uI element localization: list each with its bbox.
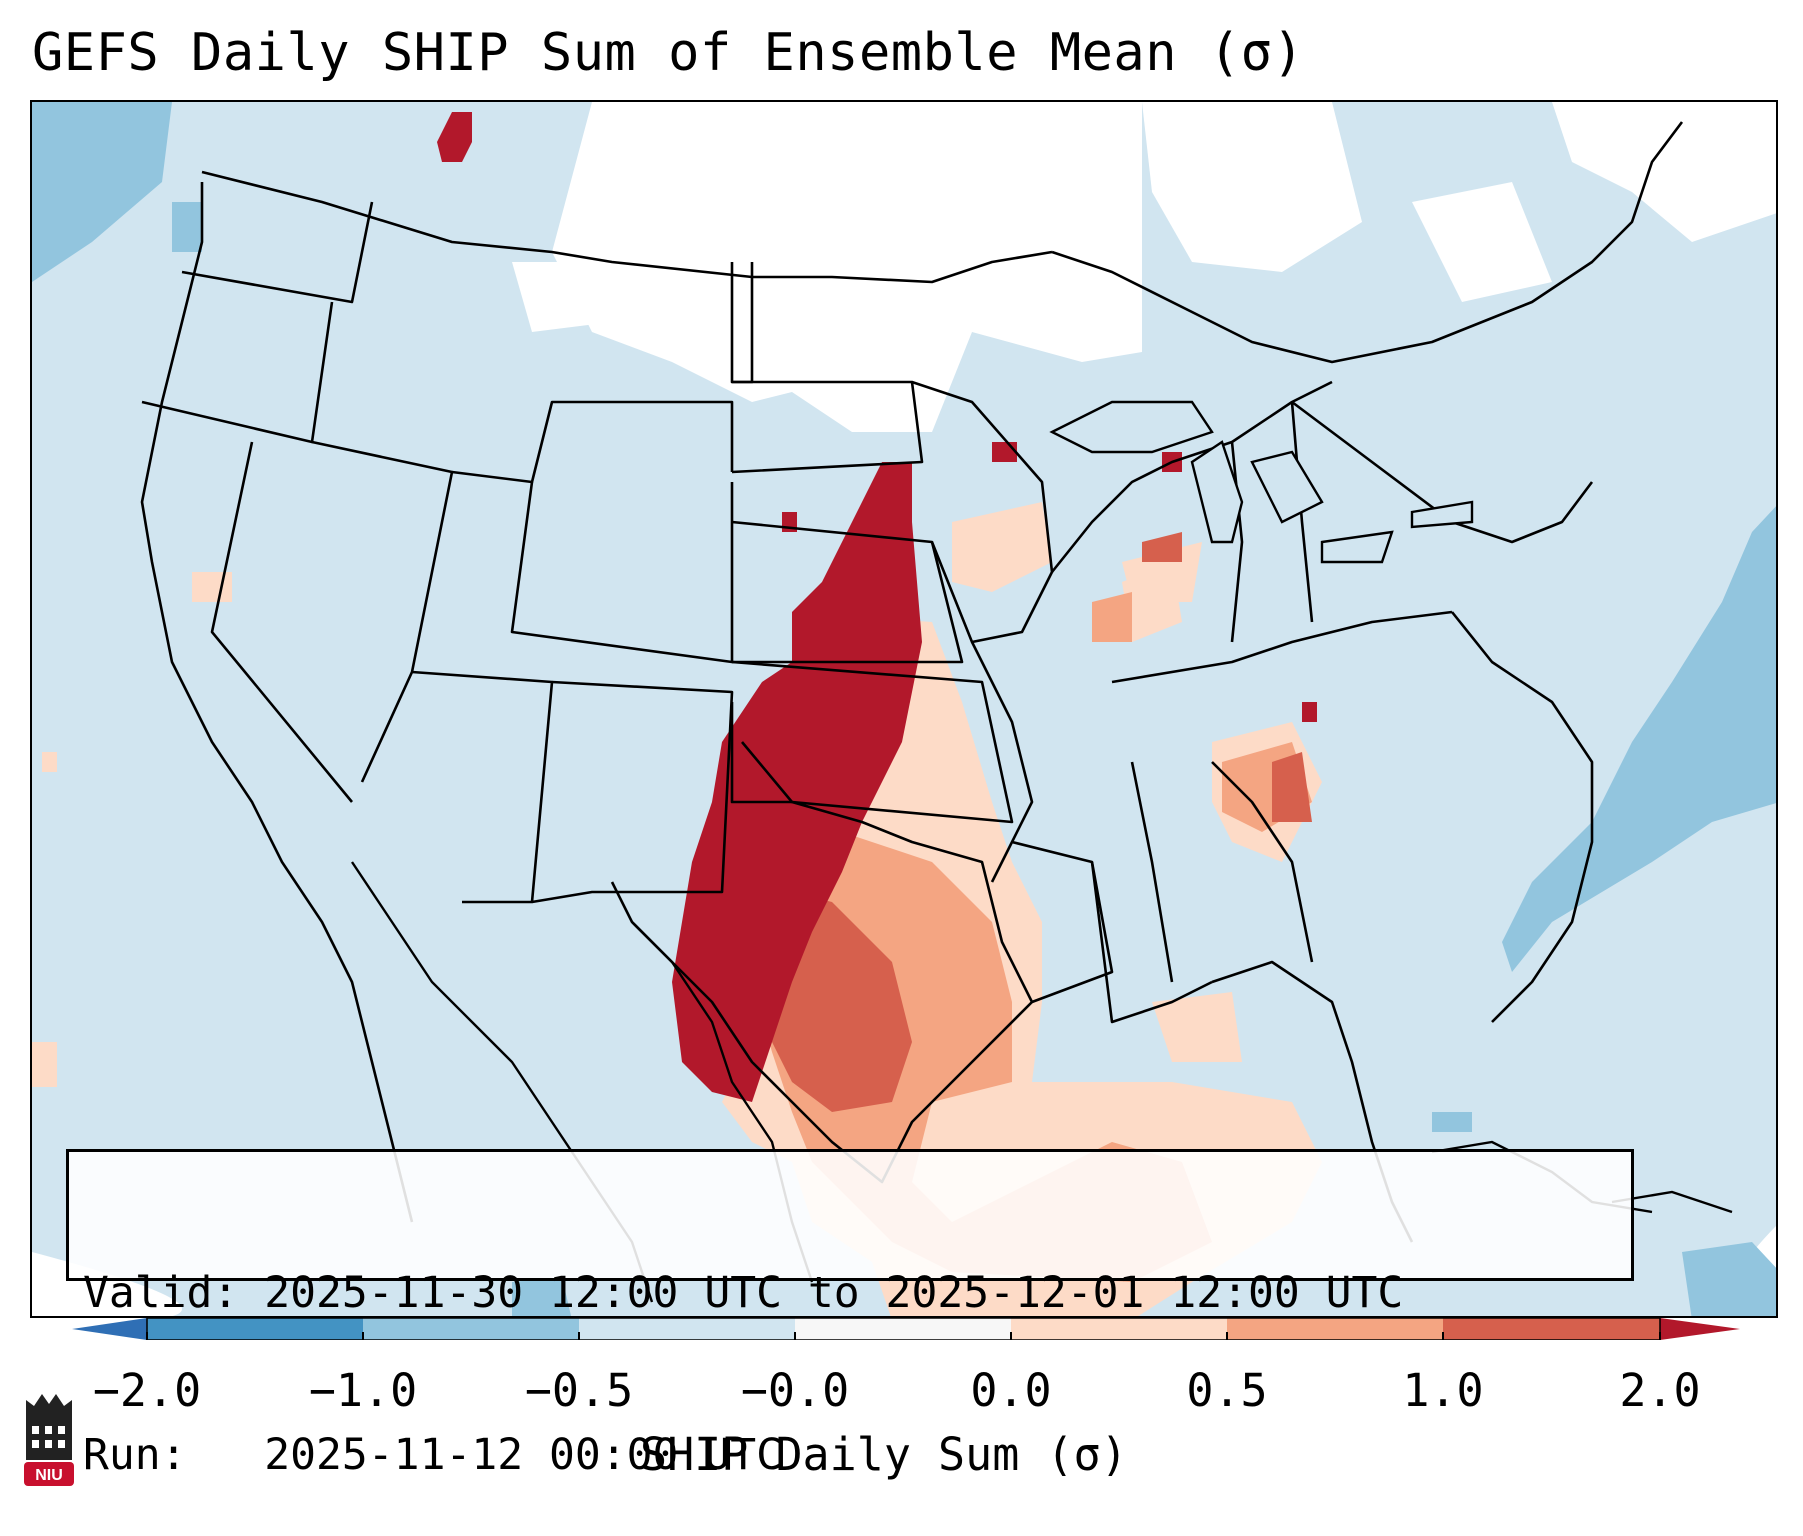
colorbar-tick-label: −1.0 — [308, 1364, 418, 1417]
nm-border — [531, 680, 734, 904]
colorbar-tick-label: −2.0 — [92, 1364, 202, 1417]
lake-erie — [1320, 530, 1394, 564]
ar-la-border — [1011, 840, 1114, 1004]
co-border — [510, 481, 734, 664]
map-panel — [30, 100, 1778, 1318]
great-lakes — [1049, 400, 1474, 564]
map-title: GEFS Daily SHIP Sum of Ensemble Mean (σ) — [32, 23, 1305, 83]
al-ga-border — [1211, 761, 1314, 963]
tx-border — [610, 702, 1034, 1184]
colorbar-tick-label: −0.5 — [524, 1364, 634, 1417]
colorbar-tick-label: −0.0 — [740, 1364, 850, 1417]
sd-border — [731, 380, 924, 474]
run-label: Run: — [83, 1430, 187, 1480]
il-in-border — [1230, 441, 1244, 643]
ms-border — [1090, 861, 1213, 1024]
valid-value: 2025-11-30 12:00 UTC to 2025-12-01 12:00… — [264, 1268, 1404, 1318]
colorbar-segment-2 — [363, 1318, 579, 1340]
canada-border-east — [1051, 121, 1684, 364]
wa-border — [181, 201, 374, 304]
colorbar-title: SHIP Daily Sum (σ) — [640, 1428, 1128, 1481]
colorbar-segment-3 — [579, 1318, 795, 1340]
in-oh-border — [1290, 401, 1314, 623]
ok-border — [731, 660, 1014, 824]
colorbar-tick-label: 0.0 — [970, 1364, 1052, 1417]
ca-nv-border — [210, 441, 354, 803]
valid-label: Valid: — [83, 1268, 239, 1318]
colorbar-segment-6 — [1227, 1318, 1443, 1340]
colorbar-tick-label: 2.0 — [1619, 1364, 1701, 1417]
lake-superior — [1049, 400, 1214, 454]
canada-border — [201, 170, 1053, 284]
run-value: 2025-11-12 00:00 UTC — [264, 1430, 782, 1480]
colorbar-tick-label: 0.5 — [1186, 1364, 1268, 1417]
colorbar-segment-5 — [1011, 1318, 1227, 1340]
colorbar-extend-low — [72, 1318, 147, 1340]
niu-logo: NIU — [24, 1394, 74, 1486]
field-near-zero — [512, 102, 1776, 432]
colorbar — [72, 1318, 1740, 1340]
nv-ut-border — [311, 440, 454, 783]
west-coast — [140, 182, 414, 1223]
lake-ontario — [1410, 500, 1474, 529]
state-boundaries — [140, 121, 1684, 1243]
colorbar-extend-high — [1660, 1318, 1740, 1340]
valid-info-box: Valid: 2025-11-30 12:00 UTC to 2025-12-0… — [66, 1149, 1634, 1480]
lake-michigan — [1190, 440, 1244, 544]
colorbar-tick-label: 1.0 — [1402, 1364, 1484, 1417]
lake-huron — [1250, 450, 1324, 524]
colorbar-segment-4 — [795, 1318, 1011, 1340]
mo-border — [970, 641, 1034, 883]
run-row: Run: 2025-11-12 00:00 UTC — [83, 1428, 1617, 1482]
ms-al-border — [1130, 761, 1174, 983]
tn-ky-border — [1111, 610, 1453, 684]
colorbar-segment-7 — [1443, 1318, 1660, 1340]
az-border — [411, 670, 554, 904]
ne-ks-border — [731, 520, 964, 664]
map-canvas — [32, 102, 1776, 1316]
east-coast — [1450, 611, 1594, 1023]
logo-text: NIU — [35, 1467, 63, 1484]
valid-row: Valid: 2025-11-30 12:00 UTC to 2025-12-0… — [83, 1266, 1617, 1320]
field-negative — [32, 102, 1776, 1316]
wy-border — [451, 400, 734, 484]
colorbar-segment-1 — [147, 1318, 363, 1340]
pa-ny-border — [1291, 400, 1594, 544]
